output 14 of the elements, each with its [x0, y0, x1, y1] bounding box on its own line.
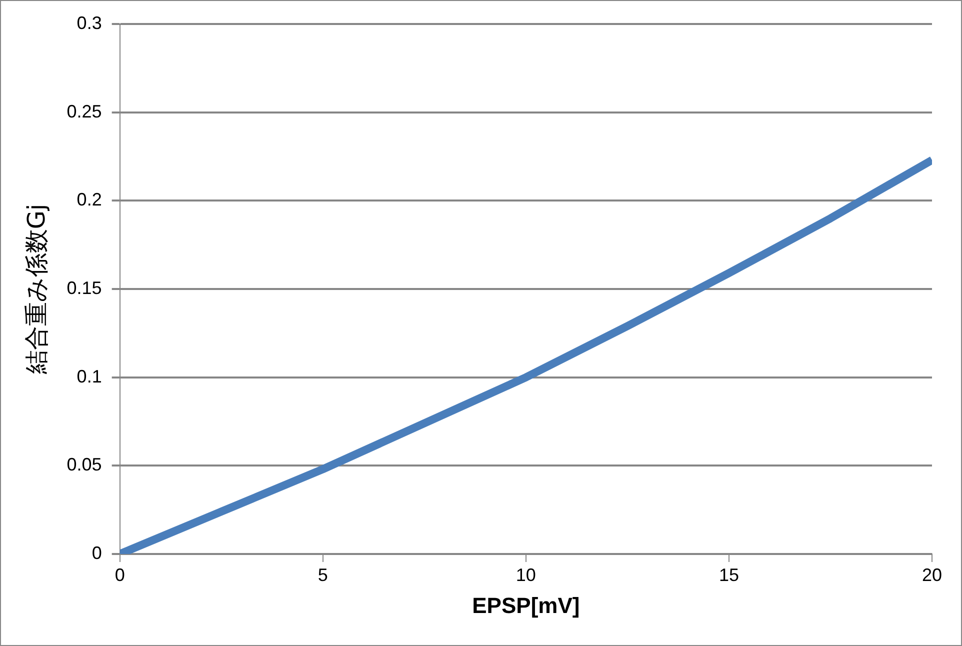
x-tick-label: 20: [922, 564, 942, 585]
y-tick-label: 0.3: [76, 12, 102, 33]
y-tick-label: 0: [92, 542, 102, 563]
y-tick-label: 0.1: [76, 366, 102, 386]
y-axis-title: 結合重み係数Gj: [22, 204, 51, 376]
y-tick-label: 0.05: [66, 454, 102, 475]
x-tick-label: 0: [114, 564, 125, 585]
x-tick-label: 15: [718, 564, 739, 585]
y-tick-label: 0.25: [66, 101, 102, 122]
x-tick-label: 5: [318, 564, 328, 585]
y-tick-label: 0.2: [76, 190, 102, 210]
x-tick-label: 10: [516, 564, 536, 585]
y-tick-label: 0.15: [66, 278, 102, 298]
x-axis-title: EPSP[mV]: [472, 592, 580, 618]
